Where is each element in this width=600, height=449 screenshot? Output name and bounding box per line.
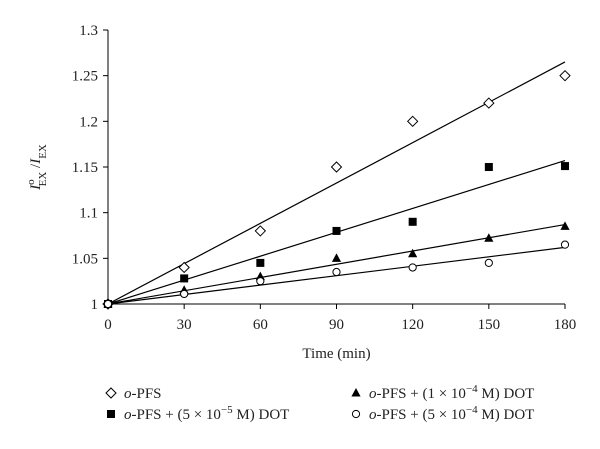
y-tick-label: 1.15 bbox=[72, 160, 98, 176]
fit-lines bbox=[107, 61, 566, 305]
y-tick-label: 1.3 bbox=[79, 23, 98, 39]
data-point-series-4 bbox=[256, 277, 265, 286]
x-tick-label: 150 bbox=[478, 317, 501, 333]
x-tick-label: 120 bbox=[401, 317, 424, 333]
x-tick-label: 90 bbox=[329, 317, 344, 333]
data-point-series-2 bbox=[561, 162, 569, 171]
data-point-series-3 bbox=[408, 248, 418, 258]
data-point-series-4 bbox=[408, 263, 417, 272]
data-point-series-3 bbox=[484, 233, 494, 242]
x-tick-label: 60 bbox=[253, 317, 268, 333]
fit-line-series-3 bbox=[107, 223, 566, 305]
x-tick-label: 30 bbox=[177, 317, 192, 333]
legend-marker-series-4 bbox=[351, 409, 361, 419]
data-point-series-2 bbox=[408, 217, 417, 226]
data-point-series-2 bbox=[180, 274, 189, 283]
legend-marker-series-2 bbox=[107, 410, 115, 418]
data-point-series-3 bbox=[331, 253, 342, 262]
data-point-series-1 bbox=[178, 261, 190, 274]
y-tick-label: 1 bbox=[91, 297, 99, 313]
data-point-series-2 bbox=[332, 226, 341, 235]
data-point-series-2 bbox=[256, 258, 265, 267]
data-point-series-1 bbox=[254, 225, 267, 237]
data-point-series-4 bbox=[332, 267, 341, 277]
data-point-series-3 bbox=[560, 221, 570, 230]
x-tick-label: 0 bbox=[104, 317, 112, 333]
data-point-series-4 bbox=[180, 289, 189, 299]
x-axis-title: Time (min) bbox=[302, 346, 370, 362]
y-tick-label: 1.1 bbox=[79, 206, 98, 222]
data-point-series-4 bbox=[560, 240, 570, 249]
y-tick-label: 1.05 bbox=[72, 251, 98, 267]
legend-label-series-1: o-PFS bbox=[124, 386, 162, 402]
data-point-series-4 bbox=[103, 299, 113, 309]
legend-label-series-4: o-PFS + (5 × 10−4 M) DOT bbox=[369, 404, 534, 423]
axes: 1 1.05 1.1 1.15 1.2 1.25 1.3 0 30 60 90 120 150 180 Ti… bbox=[25, 23, 576, 362]
data-point-series-1 bbox=[330, 161, 343, 173]
x-tick-label: 180 bbox=[554, 317, 577, 333]
legend-marker-series-1 bbox=[105, 387, 117, 399]
legend-marker-series-3 bbox=[351, 388, 361, 397]
y-axis-title: IoEX /IEX bbox=[25, 144, 49, 191]
data-points bbox=[102, 69, 571, 310]
y-tick-label: 1.25 bbox=[72, 69, 98, 85]
data-point-series-4 bbox=[484, 258, 493, 267]
fit-line-series-1 bbox=[107, 61, 566, 305]
data-point-series-1 bbox=[483, 97, 495, 109]
data-point-series-1 bbox=[406, 115, 419, 128]
legend-label-series-2: o-PFS + (5 × 10−5 M) DOT bbox=[124, 404, 289, 423]
legend: o-PFS o-PFS + (5 × 10−5 M) DOT o-PFS + (1 … bbox=[105, 383, 534, 423]
legend-label-series-3: o-PFS + (1 × 10−4 M) DOT bbox=[369, 383, 534, 402]
y-tick-label: 1.2 bbox=[79, 114, 98, 130]
data-point-series-1 bbox=[559, 69, 571, 82]
data-point-series-2 bbox=[484, 163, 493, 171]
